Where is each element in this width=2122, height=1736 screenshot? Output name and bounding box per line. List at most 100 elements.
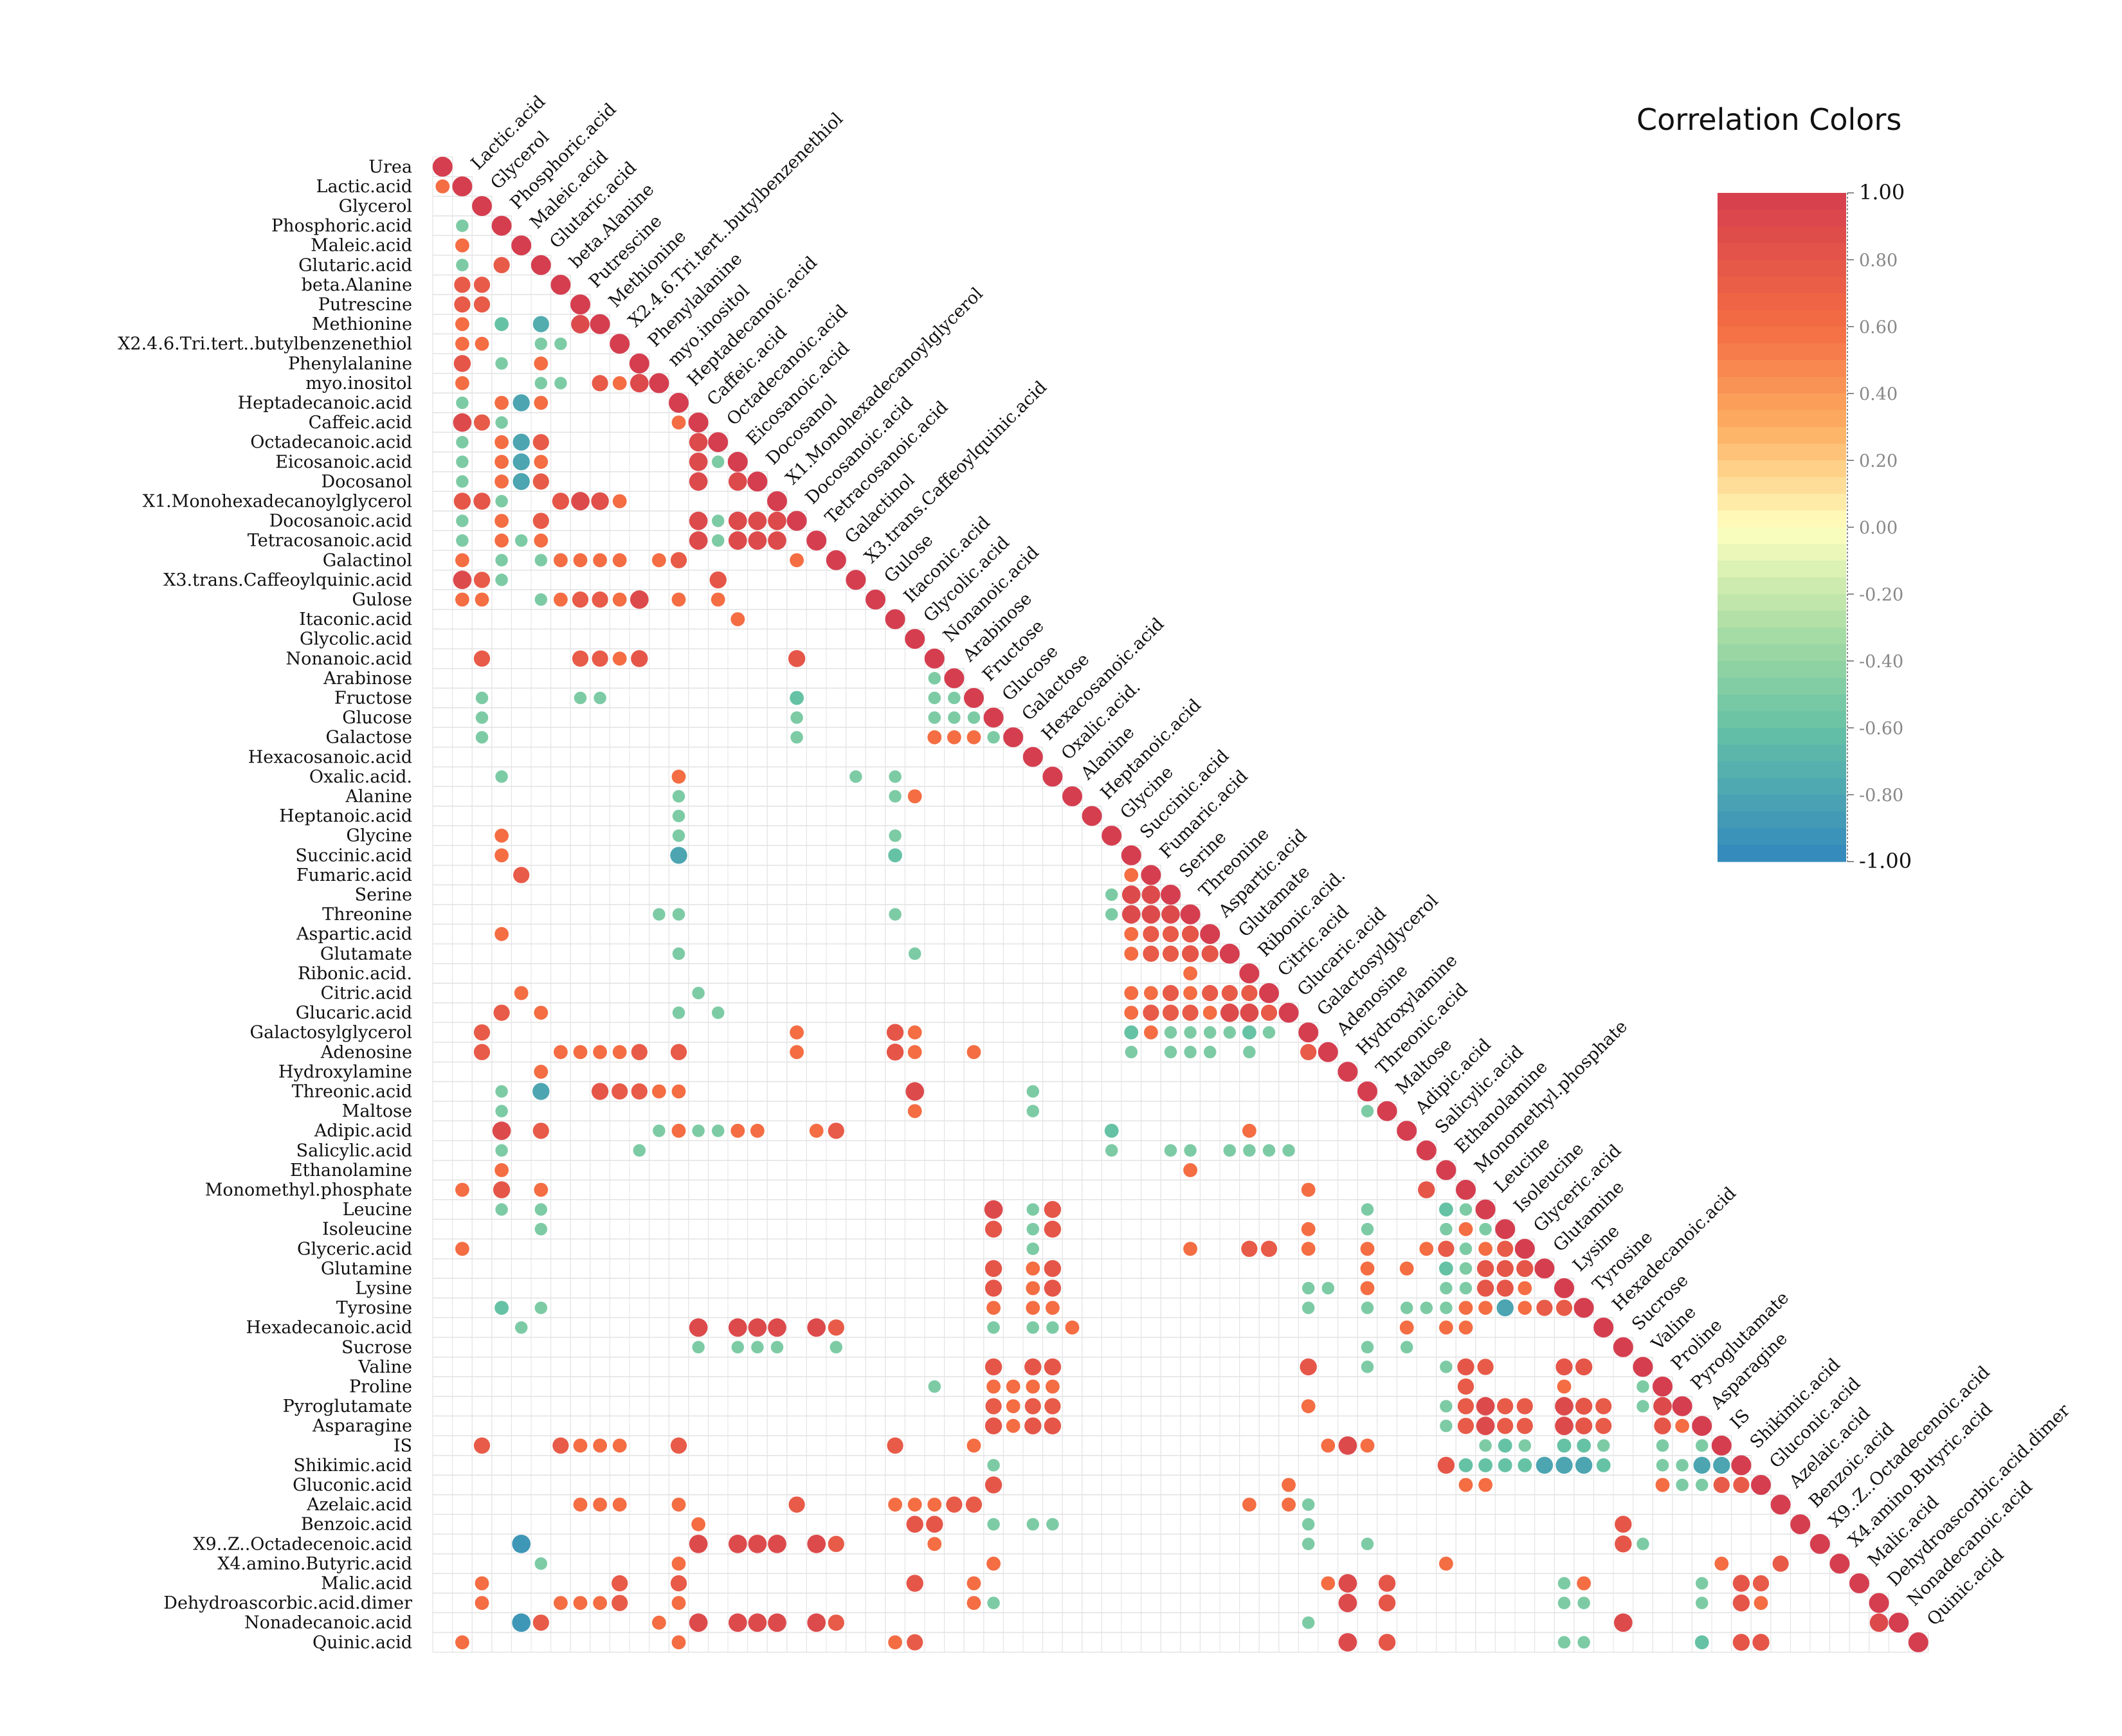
grid-cell — [806, 1278, 827, 1299]
grid-cell — [885, 1278, 905, 1299]
grid-cell — [668, 1140, 689, 1161]
correlation-cell — [671, 1497, 686, 1512]
correlation-cell — [456, 514, 469, 527]
correlation-cell — [1557, 1577, 1571, 1590]
grid-cell — [1219, 1297, 1240, 1318]
correlation-cell — [711, 514, 725, 527]
grid-cell — [629, 766, 650, 787]
correlation-cell — [1124, 1006, 1139, 1020]
grid-cell — [1160, 1199, 1181, 1220]
grid-cell — [1554, 1533, 1575, 1555]
grid-cell — [491, 1435, 512, 1456]
grid-cell — [511, 1337, 532, 1358]
grid-cell — [1101, 1612, 1122, 1633]
grid-cell — [452, 1573, 473, 1594]
grid-cell — [1534, 1376, 1555, 1397]
grid-row — [432, 431, 729, 453]
grid-cell — [432, 1297, 453, 1318]
grid-cell — [511, 1022, 532, 1043]
grid-cell — [1121, 1218, 1142, 1240]
grid-cell — [846, 923, 866, 945]
correlation-cell — [1260, 1240, 1278, 1257]
grid-cell — [1318, 1140, 1339, 1161]
grid-cell — [944, 1376, 965, 1397]
colorbar-segment — [1718, 494, 1846, 511]
correlation-cell — [1754, 1596, 1768, 1611]
grid-cell — [747, 1376, 768, 1397]
grid-cell — [747, 1514, 768, 1535]
grid-cell — [1101, 1533, 1122, 1555]
correlation-cell — [494, 395, 509, 410]
colorbar-tick-label: -0.40 — [1859, 652, 1903, 672]
grid-cell — [924, 963, 945, 984]
grid-cell — [1258, 1258, 1280, 1279]
grid-cell — [1338, 1474, 1358, 1496]
grid-cell — [530, 1632, 552, 1653]
grid-cell — [707, 923, 729, 945]
grid-cell — [865, 923, 886, 945]
grid-cell — [963, 1533, 984, 1555]
correlation-cell — [513, 867, 530, 883]
grid-cell — [530, 275, 552, 295]
grid-cell — [1082, 1357, 1102, 1377]
grid-cell — [1278, 1573, 1299, 1594]
grid-cell — [727, 1179, 748, 1200]
grid-cell — [609, 412, 630, 433]
grid-cell — [826, 806, 847, 826]
grid-cell — [727, 1160, 748, 1180]
correlation-cell — [672, 947, 685, 961]
correlation-cell — [1223, 1026, 1237, 1039]
correlation-cell — [593, 553, 607, 568]
grid-cell — [1101, 1258, 1122, 1279]
grid-cell — [924, 884, 945, 905]
correlation-cell — [1164, 1144, 1177, 1157]
grid-cell — [1082, 825, 1102, 846]
grid-cell — [766, 589, 788, 610]
grid-cell — [471, 1101, 493, 1121]
grid-cell — [1042, 1573, 1063, 1594]
grid-cell — [629, 668, 650, 689]
grid-cell — [1829, 1573, 1850, 1594]
grid-cell — [1436, 1494, 1456, 1515]
grid-cell — [885, 1612, 905, 1633]
grid-cell — [570, 1062, 591, 1082]
grid-cell — [1002, 904, 1024, 925]
correlation-cell — [552, 1437, 569, 1454]
correlation-cell — [1595, 1418, 1612, 1434]
row-label: Threonine — [322, 905, 412, 925]
grid-cell — [747, 982, 768, 1004]
correlation-cell — [534, 1182, 549, 1197]
grid-cell — [1455, 1553, 1476, 1574]
grid-cell — [550, 1357, 571, 1377]
grid-cell — [530, 1415, 552, 1436]
correlation-cell — [495, 1105, 508, 1117]
grid-cell — [727, 746, 748, 768]
grid-cell — [550, 1278, 571, 1299]
grid-cell — [530, 1573, 552, 1594]
grid-cell — [1022, 904, 1044, 925]
grid-cell — [1082, 1455, 1102, 1476]
grid-cell — [707, 865, 729, 885]
grid-cell — [1160, 1553, 1181, 1574]
grid-cell — [707, 1081, 729, 1102]
grid-cell — [1338, 1455, 1358, 1476]
grid-cell — [944, 1101, 965, 1121]
grid-cell — [452, 1376, 473, 1397]
grid-cell — [826, 1553, 847, 1574]
grid-cell — [1377, 1514, 1397, 1535]
grid-cell — [924, 1120, 945, 1141]
row-label: Monomethyl.phosphate — [205, 1180, 412, 1200]
column-label: IS — [1727, 1406, 1754, 1433]
grid-cell — [944, 904, 965, 925]
grid-cell — [904, 884, 925, 905]
correlation-cell — [1026, 1085, 1040, 1098]
grid-cell — [963, 1199, 984, 1220]
grid-cell — [1534, 1474, 1555, 1496]
grid-cell — [1278, 1101, 1299, 1121]
correlation-cell — [728, 472, 747, 491]
grid-cell — [963, 786, 984, 807]
correlation-cell — [532, 473, 549, 490]
grid-cell — [1534, 1573, 1555, 1594]
grid-cell — [944, 1357, 965, 1377]
grid-cell — [766, 1062, 788, 1082]
